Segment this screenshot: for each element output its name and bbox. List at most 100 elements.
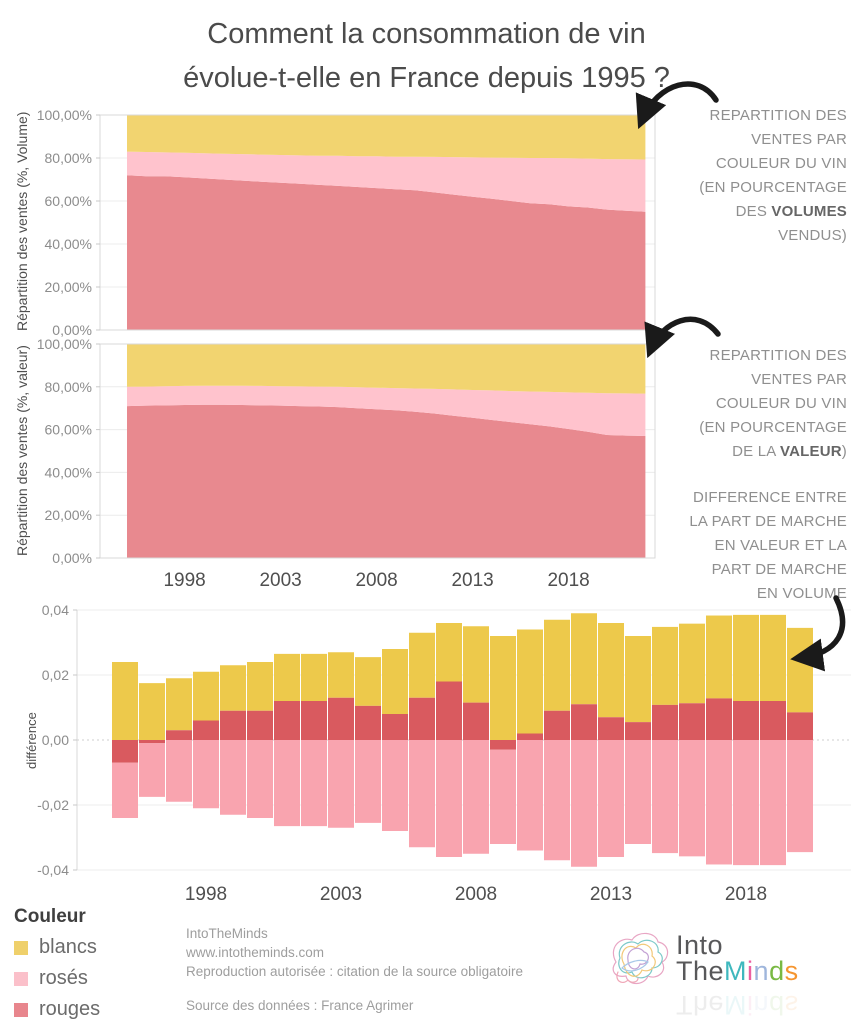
x-tick-label: 2008 [355,570,397,591]
logo-word-into: Into [676,930,724,960]
difference-bar-chart: 0,04 0,02 0,00 -0,02 -0,04 1998 2003 2008 2013 20… [37,602,851,905]
bar-rouges [409,697,435,740]
x-tick-label: 2013 [451,570,493,591]
bar-roses [328,740,354,828]
bar-roses [625,740,651,844]
y-tick-label: 60,00% [45,422,92,438]
bar-blancs [463,626,489,703]
logo-wordmark: Into TheMinds [676,930,799,986]
bar-rouges [679,703,705,740]
y-tick-label: 60,00% [45,193,92,209]
bar-blancs [625,636,651,723]
bar-rouges [625,722,651,740]
annotation-volume-bold: VOLUMES [771,203,847,220]
bar-blancs [220,665,246,711]
volume-stacked-area-chart: 100,00% 80,00% 60,00% 40,00% 20,00% 0,00% [37,108,656,338]
logo-letter-3: d [769,956,785,986]
annotation-difference: DIFFERENCE ENTRE LA PART DE MARCHE EN VA… [645,486,847,606]
annotation-valeur-line: DE LA [732,443,781,460]
bar-blancs [274,653,300,701]
annotation-difference-line: EN VALEUR ET LA [714,537,847,554]
area-rosés [127,385,646,436]
bar-blancs [652,626,678,705]
y-tick-label: 40,00% [45,236,92,252]
bar-blancs [679,623,705,704]
annotation-volume: REPARTITION DES VENTES PAR COULEUR DU VI… [645,104,847,248]
bar-blancs [355,657,381,706]
y-tick-label: 0,02 [42,667,69,683]
bar-blancs [301,653,327,701]
credit-reproduction: Reproduction autorisée : citation de la … [186,964,523,979]
area-rouges [127,404,646,558]
y-tick-label: 80,00% [45,150,92,166]
bar-roses [409,740,435,848]
bar-roses [166,740,192,802]
page-title-line2: évolue-t-elle en France depuis 1995 ? [183,62,670,94]
page-title-line1: Comment la consommation de vin [207,18,646,50]
legend-swatch-0 [14,940,28,955]
y-tick-label: 0,00 [42,732,69,748]
bar-roses [247,740,273,818]
bar-rouges [571,704,597,740]
y-tick-label: 80,00% [45,379,92,395]
area-rouges [127,175,646,330]
bar-roses [706,740,732,865]
credit-company: IntoTheMinds [186,926,268,941]
bar-rouges [436,681,462,740]
bar-rouges [463,702,489,740]
bar-rouges [544,710,570,740]
logo-letter-0: M [724,956,748,986]
bar-rouges [652,704,678,740]
bar-roses [355,740,381,823]
bar-blancs [571,613,597,705]
bar-rouges [760,701,786,740]
annotation-volume-line: DES [735,203,772,220]
legend-label-blancs: blancs [39,936,97,958]
legend-title: Couleur [14,906,86,927]
annotation-valeur: REPARTITION DES VENTES PAR COULEUR DU VI… [645,344,847,464]
brain-scribble-icon [612,932,669,985]
annotation-volume-line: VENTES PAR [751,131,847,148]
bar-roses [760,740,786,866]
annotation-volume-line: REPARTITION DES [709,107,847,124]
bar-blancs [193,671,219,721]
bar-rouges [274,701,300,740]
bar-rouges [787,712,813,740]
bar-roses [571,740,597,867]
y-tick-label: 0,04 [42,602,69,618]
credit-website: www.intotheminds.com [186,945,325,960]
x-tick-label: 1998 [163,570,205,591]
annotation-valeur-line: REPARTITION DES [709,347,847,364]
bar-roses [787,740,813,853]
bar-roses [544,740,570,861]
y-tick-label: -0,04 [37,862,69,878]
bar-blancs [382,649,408,714]
bar-blancs [706,615,732,699]
y-tick-label: 100,00% [37,108,92,123]
bar-rouges [166,730,192,740]
bar-roses [733,740,759,866]
logo-letter-4: s [784,956,799,986]
y-tick-label: -0,02 [37,797,69,813]
x-tick-label: 2013 [590,884,632,905]
bar-rouges [247,710,273,740]
bar-rouges [706,698,732,740]
bar-blancs [328,652,354,698]
x-tick-label: 2018 [547,570,589,591]
x-tick-label: 2008 [455,884,497,905]
y-tick-label: 0,00% [52,550,92,566]
credits: IntoTheMinds www.intotheminds.com Reprod… [186,924,523,1015]
annotation-difference-line: DIFFERENCE ENTRE [692,489,847,506]
annotation-volume-line: (EN POURCENTAGE [699,179,847,196]
bar-blancs [409,632,435,698]
bar-roses [490,749,516,844]
bar-rouges [139,740,165,744]
valeur-stacked-area-chart: 100,00% 80,00% 60,00% 40,00% 20,00% 0,00% 1998… [37,338,656,591]
bar-roses [139,743,165,797]
color-legend: Couleur blancs rosés rouges [14,906,100,1024]
bar-roses [517,740,543,851]
annotation-valeur-line: VENTES PAR [751,371,847,388]
bar-rouges [355,705,381,740]
logo-word-the: The [676,956,725,986]
page-title: Comment la consommation de vin évolue-t-… [0,12,853,100]
